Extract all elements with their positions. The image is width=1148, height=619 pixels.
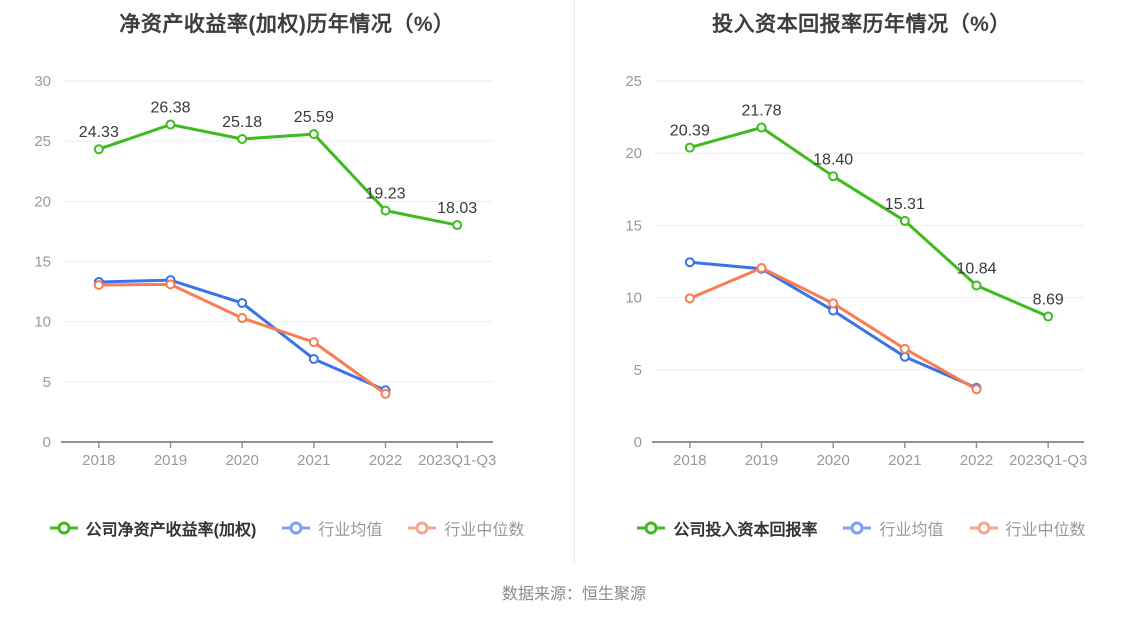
x-tick-label: 2022 bbox=[369, 452, 402, 469]
x-tick-label: 2021 bbox=[297, 452, 330, 469]
legend-label: 行业中位数 bbox=[1005, 522, 1086, 539]
value-label: 25.18 bbox=[222, 114, 262, 131]
value-label: 15.31 bbox=[885, 196, 925, 213]
y-tick-label: 10 bbox=[34, 314, 51, 331]
y-tick-label: 25 bbox=[625, 73, 642, 90]
x-tick-label: 2018 bbox=[82, 452, 115, 469]
data-point-marker bbox=[971, 384, 982, 395]
data-point-marker bbox=[308, 353, 319, 364]
legend-label: 公司净资产收益率(加权) bbox=[85, 522, 257, 539]
legend-label: 行业中位数 bbox=[444, 522, 525, 539]
data-point-marker bbox=[380, 388, 391, 399]
roic-chart-title: 投入资本回报率历年情况（%） bbox=[712, 13, 1011, 36]
roe-chart-plot: 0 5 10 15 20 25 30 2018 2019 2020 2021 2022 2023Q1-Q… bbox=[34, 73, 496, 469]
data-point-marker bbox=[237, 298, 248, 309]
x-tick-label: 2019 bbox=[154, 452, 187, 469]
data-source-note: 数据来源：恒生聚源 bbox=[501, 586, 646, 603]
data-point-marker bbox=[237, 134, 248, 145]
legend-label: 公司投入资本回报率 bbox=[673, 522, 818, 539]
y-tick-label: 20 bbox=[625, 145, 642, 162]
roic-chart-panel: 投入资本回报率历年情况（%） 0 5 10 15 20 25 2018 2019 2020 202… bbox=[574, 0, 1148, 565]
data-point-marker bbox=[828, 171, 839, 182]
x-tick-label: 2023Q1-Q3 bbox=[1009, 452, 1087, 469]
data-point-marker bbox=[165, 119, 176, 130]
x-tick-label: 2020 bbox=[225, 452, 258, 469]
legend-item[interactable]: 公司净资产收益率(加权) bbox=[49, 516, 257, 540]
legend-line-marker-icon bbox=[843, 521, 872, 535]
roe-chart-title: 净资产收益率(加权)历年情况（%） bbox=[119, 13, 455, 36]
roic-chart-plot: 0 5 10 15 20 25 2018 2019 2020 2021 2022 2023Q1-Q3 2… bbox=[625, 73, 1087, 469]
legend-line-marker-icon bbox=[49, 521, 78, 535]
legend-label: 行业均值 bbox=[318, 522, 383, 539]
y-tick-label: 0 bbox=[634, 434, 642, 451]
data-point-marker bbox=[828, 298, 839, 309]
y-tick-label: 15 bbox=[625, 217, 642, 234]
legend-line-marker-icon bbox=[637, 521, 666, 535]
value-label: 20.39 bbox=[670, 123, 710, 140]
value-label: 26.38 bbox=[150, 100, 190, 117]
y-tick-label: 0 bbox=[43, 434, 51, 451]
charts-row: 净资产收益率(加权)历年情况（%） 0 5 10 15 20 25 30 2018 2019 20… bbox=[0, 0, 1148, 565]
data-point-marker bbox=[380, 205, 391, 216]
data-point-marker bbox=[237, 313, 248, 324]
data-point-marker bbox=[899, 351, 910, 362]
legend-line-marker-icon bbox=[969, 521, 998, 535]
series-line bbox=[688, 266, 978, 391]
y-tick-label: 25 bbox=[34, 133, 51, 150]
x-tick-label: 2022 bbox=[960, 452, 993, 469]
data-point-marker bbox=[165, 279, 176, 290]
data-point-marker bbox=[308, 337, 319, 348]
x-tick-label: 2018 bbox=[673, 452, 706, 469]
y-tick-label: 20 bbox=[34, 193, 51, 210]
data-point-marker bbox=[684, 257, 695, 268]
legend-line-marker-icon bbox=[282, 521, 311, 535]
data-point-marker bbox=[684, 142, 695, 153]
y-tick-label: 5 bbox=[634, 362, 642, 379]
data-point-marker bbox=[452, 220, 463, 231]
y-tick-label: 15 bbox=[34, 254, 51, 271]
legend-item[interactable]: 行业均值 bbox=[843, 516, 944, 540]
value-label: 8.69 bbox=[1033, 292, 1064, 309]
legend-item[interactable]: 公司投入资本回报率 bbox=[637, 516, 817, 540]
value-label: 18.40 bbox=[813, 151, 853, 168]
x-tick-label: 2019 bbox=[745, 452, 778, 469]
data-point-marker bbox=[308, 129, 319, 140]
x-tick-label: 2020 bbox=[816, 452, 849, 469]
value-label: 25.59 bbox=[294, 109, 334, 126]
value-label: 10.84 bbox=[956, 260, 996, 277]
data-point-marker bbox=[899, 343, 910, 354]
data-point-marker bbox=[684, 293, 695, 304]
data-point-marker bbox=[1043, 311, 1054, 322]
y-tick-label: 5 bbox=[43, 374, 51, 391]
x-tick-label: 2023Q1-Q3 bbox=[418, 452, 496, 469]
roic-chart-legend: 公司投入资本回报率 行业均值 行业中位数 bbox=[575, 516, 1148, 540]
legend-label: 行业均值 bbox=[879, 522, 944, 539]
data-point-marker bbox=[756, 122, 767, 133]
series-line bbox=[97, 123, 459, 227]
series-line bbox=[688, 125, 1050, 319]
data-point-marker bbox=[756, 262, 767, 273]
data-point-marker bbox=[93, 144, 104, 155]
value-label: 24.33 bbox=[79, 124, 119, 141]
roe-chart-panel: 净资产收益率(加权)历年情况（%） 0 5 10 15 20 25 30 2018 2019 20… bbox=[0, 0, 574, 565]
legend-item[interactable]: 行业中位数 bbox=[969, 516, 1086, 540]
data-point-marker bbox=[899, 215, 910, 226]
legend-item[interactable]: 行业均值 bbox=[282, 516, 382, 540]
y-tick-label: 30 bbox=[34, 73, 51, 90]
legend-line-marker-icon bbox=[408, 521, 437, 535]
value-label: 19.23 bbox=[365, 186, 405, 203]
data-point-marker bbox=[971, 280, 982, 291]
y-tick-label: 10 bbox=[625, 290, 642, 307]
x-tick-label: 2021 bbox=[888, 452, 921, 469]
data-point-marker bbox=[93, 279, 104, 290]
roe-chart-legend: 公司净资产收益率(加权) 行业均值 行业中位数 bbox=[0, 516, 574, 540]
value-label: 18.03 bbox=[437, 200, 477, 217]
value-label: 21.78 bbox=[741, 102, 781, 119]
legend-item[interactable]: 行业中位数 bbox=[408, 516, 524, 540]
series-line bbox=[97, 278, 387, 392]
